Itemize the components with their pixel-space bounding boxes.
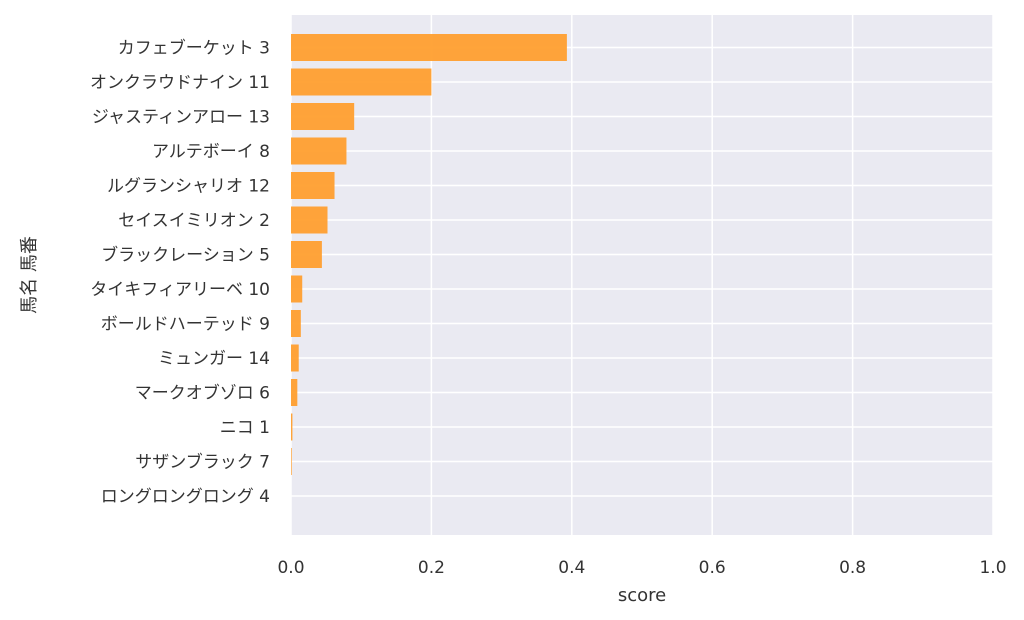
y-tick-label: ブラックレーション 5 <box>101 245 270 266</box>
bar <box>291 137 347 165</box>
y-axis-label: 馬名 馬番 <box>19 236 40 314</box>
bar <box>291 68 432 96</box>
bar <box>291 275 303 303</box>
y-tick-label: ロングロングロング 4 <box>101 487 270 507</box>
y-tick-label: セイスイミリオン 2 <box>118 211 270 231</box>
x-tick-label: 0.2 <box>418 558 445 578</box>
bar <box>291 448 292 475</box>
bar <box>291 172 335 199</box>
y-tick-label: ミュンガー 14 <box>158 349 270 369</box>
x-tick-label: 0.0 <box>277 558 304 578</box>
y-tick-label: ルグランシャリオ 12 <box>107 177 270 197</box>
bar <box>291 413 293 441</box>
x-tick-label: 1.0 <box>979 558 1006 578</box>
y-tick-label: カフェブーケット 3 <box>118 38 270 59</box>
y-tick-label: タイキフィアリーベ 10 <box>90 280 270 300</box>
bar <box>291 379 298 406</box>
plot-background <box>291 15 993 535</box>
bar <box>291 344 299 372</box>
x-tick-label: 0.6 <box>699 558 726 578</box>
y-tick-labels: カフェブーケット 3 オンクラウドナイン 11 ジャスティンアロー 13 アルテボーイ… <box>90 38 270 508</box>
bar <box>291 206 328 234</box>
bars <box>291 34 567 475</box>
y-tick-label: ニコ 1 <box>220 418 270 438</box>
bar <box>291 241 322 268</box>
bar <box>291 34 567 61</box>
x-axis-label: score <box>618 585 666 606</box>
x-tick-label: 0.4 <box>558 558 585 578</box>
x-tick-label: 0.8 <box>839 558 866 578</box>
y-tick-label: サザンブラック 7 <box>135 452 270 473</box>
x-tick-labels: 0.0 0.2 0.4 0.6 0.8 1.0 <box>277 558 1006 578</box>
y-tick-label: ジャスティンアロー 13 <box>92 108 270 128</box>
y-tick-label: マークオブゾロ 6 <box>135 383 270 404</box>
bar <box>291 103 355 130</box>
y-tick-label: アルテボーイ 8 <box>152 142 270 162</box>
bar <box>291 310 301 337</box>
y-tick-label: ボールドハーテッド 9 <box>101 315 270 335</box>
y-tick-label: オンクラウドナイン 11 <box>90 73 270 93</box>
